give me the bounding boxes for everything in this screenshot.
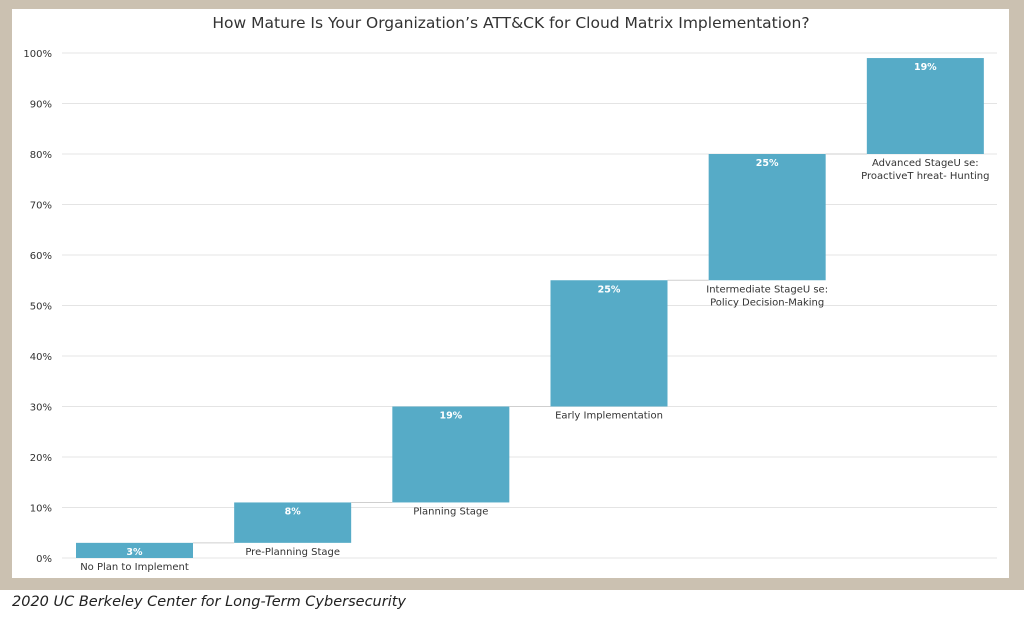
value-label: 25% [756, 158, 779, 169]
category-label: Pre-Planning Stage [245, 547, 340, 558]
bar [234, 502, 352, 543]
y-tick-label: 10% [30, 504, 52, 515]
category-label: Early Implementation [555, 411, 663, 422]
y-tick-label: 20% [30, 453, 52, 464]
value-label: 19% [439, 411, 462, 422]
source-credit: 2020 UC Berkeley Center for Long-Term Cy… [12, 594, 406, 610]
bar [550, 280, 668, 407]
chart-title: How Mature Is Your Organization’s ATT&CK… [212, 14, 810, 32]
y-tick-label: 0% [36, 554, 52, 565]
y-tick-label: 70% [30, 201, 52, 212]
y-tick-label: 100% [23, 49, 52, 60]
bar [76, 542, 193, 558]
category-label: Policy Decision-Making [710, 297, 824, 308]
value-label: 8% [285, 506, 302, 517]
y-axis-ticks: 0% 10% 20% 30% 40% 50% 60% 70% 80% 90% 100% [23, 49, 52, 565]
y-tick-label: 60% [30, 251, 52, 262]
category-label: ProactiveT hreat- Hunting [861, 171, 989, 182]
value-label: 25% [598, 284, 621, 295]
bars [76, 58, 984, 558]
value-labels: 3% 8% 19% 25% 25% 19% [126, 62, 937, 558]
category-label: Advanced StageU se: [872, 158, 979, 169]
y-tick-label: 90% [30, 100, 52, 111]
value-label: 3% [126, 547, 143, 558]
category-label: Planning Stage [413, 506, 488, 517]
y-tick-label: 30% [30, 403, 52, 414]
bar [708, 154, 826, 281]
y-tick-label: 40% [30, 352, 52, 363]
waterfall-chart: 0% 10% 20% 30% 40% 50% 60% 70% 80% 90% 100% 3% 8% 19… [23, 49, 997, 573]
y-tick-label: 80% [30, 150, 52, 161]
category-label: Intermediate StageU se: [706, 284, 828, 295]
bar [392, 406, 510, 503]
gridlines [62, 52, 997, 559]
value-label: 19% [914, 62, 937, 73]
category-label: No Plan to Implement [80, 562, 189, 573]
y-tick-label: 50% [30, 302, 52, 313]
bar [866, 58, 984, 154]
category-labels: No Plan to Implement Pre-Planning Stage Pl… [80, 158, 989, 573]
